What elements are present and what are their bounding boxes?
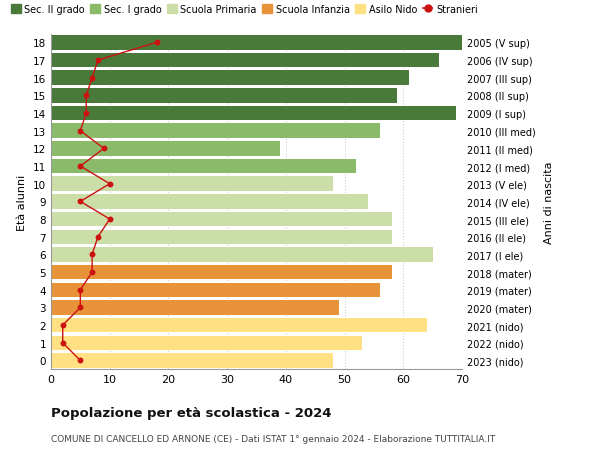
Bar xyxy=(51,177,333,191)
Point xyxy=(82,92,91,100)
Point xyxy=(105,181,115,188)
Point xyxy=(82,110,91,118)
Bar xyxy=(51,71,409,86)
Point xyxy=(88,251,97,258)
Point xyxy=(58,339,68,347)
Text: COMUNE DI CANCELLO ED ARNONE (CE) - Dati ISTAT 1° gennaio 2024 - Elaborazione TU: COMUNE DI CANCELLO ED ARNONE (CE) - Dati… xyxy=(51,434,495,443)
Point xyxy=(76,198,85,206)
Bar xyxy=(51,265,392,280)
Bar xyxy=(51,336,362,350)
Bar xyxy=(51,283,380,297)
Bar xyxy=(51,106,456,121)
Bar xyxy=(51,159,356,174)
Point xyxy=(76,357,85,364)
Point xyxy=(105,216,115,223)
Bar xyxy=(51,36,462,50)
Text: Popolazione per età scolastica - 2024: Popolazione per età scolastica - 2024 xyxy=(51,406,331,419)
Bar xyxy=(51,195,368,209)
Point xyxy=(93,234,103,241)
Point xyxy=(76,163,85,170)
Legend: Sec. II grado, Sec. I grado, Scuola Primaria, Scuola Infanzia, Asilo Nido, Stran: Sec. II grado, Sec. I grado, Scuola Prim… xyxy=(11,5,478,15)
Bar xyxy=(51,230,392,245)
Point xyxy=(93,57,103,65)
Bar xyxy=(51,142,280,156)
Y-axis label: Anni di nascita: Anni di nascita xyxy=(544,161,554,243)
Point xyxy=(76,128,85,135)
Point xyxy=(88,75,97,82)
Bar xyxy=(51,301,338,315)
Bar xyxy=(51,248,433,262)
Bar xyxy=(51,89,397,103)
Point xyxy=(58,322,68,329)
Y-axis label: Età alunni: Età alunni xyxy=(17,174,28,230)
Bar xyxy=(51,353,333,368)
Bar xyxy=(51,54,439,68)
Point xyxy=(76,286,85,294)
Point xyxy=(152,39,161,47)
Point xyxy=(76,304,85,312)
Bar xyxy=(51,213,392,227)
Bar xyxy=(51,318,427,333)
Point xyxy=(88,269,97,276)
Point xyxy=(99,146,109,153)
Bar xyxy=(51,124,380,139)
